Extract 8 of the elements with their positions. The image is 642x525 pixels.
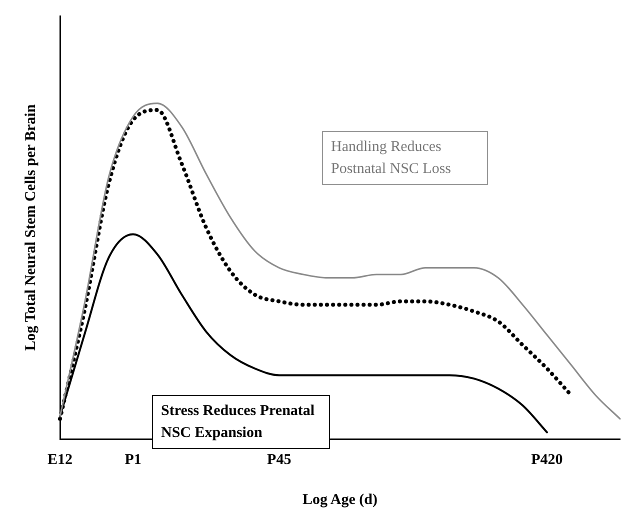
x-tick-label: E12 bbox=[47, 452, 73, 468]
annotation: Stress Reduces Prenatal NSC Expansion bbox=[152, 395, 330, 449]
x-tick-label: P1 bbox=[124, 452, 142, 468]
x-tick-label: P420 bbox=[531, 452, 563, 468]
x-tick-label: P45 bbox=[267, 452, 292, 468]
annotation: Handling Reduces Postnatal NSC Loss bbox=[322, 131, 488, 185]
x-axis-title: Log Age (d) bbox=[302, 492, 378, 508]
y-axis-title: Log Total Neural Stem Cells per Brain bbox=[22, 104, 39, 351]
